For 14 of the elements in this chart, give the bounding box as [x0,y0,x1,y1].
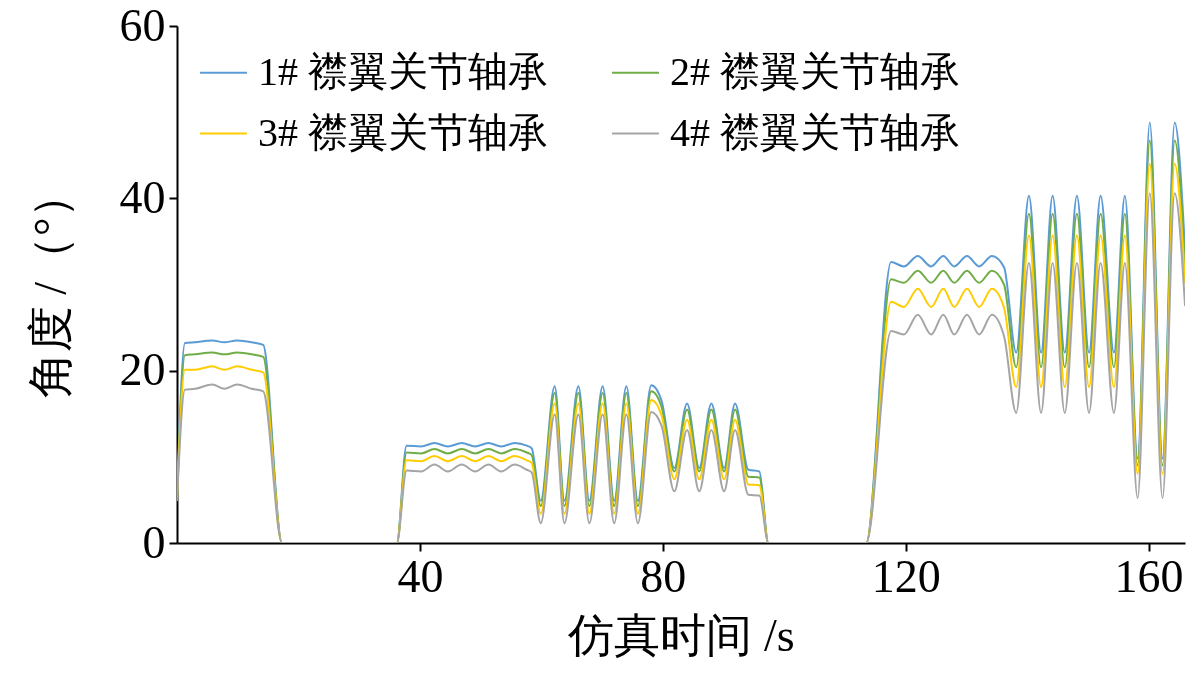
y-tick-label: 0 [142,516,166,568]
y-tick-label: 60 [119,0,166,51]
x-tick-label: 80 [640,550,687,602]
legend-label: 4# 襟翼关节轴承 [670,109,960,155]
legend-label: 3# 襟翼关节轴承 [258,109,548,155]
legend-label: 1# 襟翼关节轴承 [258,48,548,94]
y-axis-title: 角度 /（°） [24,171,76,399]
x-tick-label: 160 [1114,550,1184,602]
x-tick-label: 40 [397,550,444,602]
y-tick-label: 20 [119,344,166,396]
legend-label: 2# 襟翼关节轴承 [670,48,960,94]
x-axis-title: 仿真时间 /s [567,609,795,661]
y-tick-label: 40 [119,171,166,223]
x-tick-label: 120 [871,550,941,602]
